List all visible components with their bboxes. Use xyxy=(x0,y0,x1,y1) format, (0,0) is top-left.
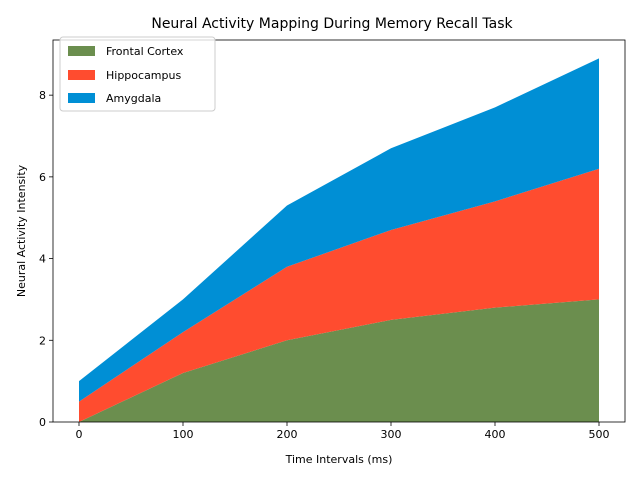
x-tick-label: 100 xyxy=(173,428,194,441)
x-tick-label: 0 xyxy=(76,428,83,441)
legend-frame xyxy=(59,36,216,112)
area-frontal-cortex xyxy=(79,299,599,422)
x-tick-label: 400 xyxy=(485,428,506,441)
y-tick-label: 2 xyxy=(39,334,46,347)
areas-layer xyxy=(79,58,599,422)
x-axis-label: Time Intervals (ms) xyxy=(285,453,393,466)
chart-title: Neural Activity Mapping During Memory Re… xyxy=(151,16,513,32)
legend-label: Amygdala xyxy=(106,92,161,105)
axes-layer xyxy=(52,39,626,423)
legend-label: Hippocampus xyxy=(106,69,181,82)
y-tick-label: 0 xyxy=(39,416,46,429)
legend-swatch xyxy=(68,93,95,103)
x-axis-ticks: 0 100 200 300 400 500 xyxy=(76,422,610,441)
y-tick-label: 6 xyxy=(39,171,46,184)
y-tick-label: 8 xyxy=(39,89,46,102)
x-tick-label: 500 xyxy=(589,428,610,441)
legend-entry-amygdala: Amygdala xyxy=(68,92,161,105)
area-hippocampus xyxy=(79,168,599,422)
y-axis-ticks: 0 2 4 6 8 xyxy=(39,89,53,429)
y-axis-label: Neural Activity Intensity xyxy=(15,164,28,297)
legend-entry-hippocampus: Hippocampus xyxy=(68,69,181,82)
legend: Frontal Cortex Hippocampus Amygdala xyxy=(59,36,216,112)
plot-frame xyxy=(52,39,626,423)
x-tick-label: 200 xyxy=(277,428,298,441)
x-tick-label: 300 xyxy=(381,428,402,441)
legend-entry-frontal-cortex: Frontal Cortex xyxy=(68,45,184,58)
y-tick-label: 4 xyxy=(39,253,46,266)
area-amygdala xyxy=(79,58,599,402)
legend-swatch xyxy=(68,46,95,56)
legend-swatch xyxy=(68,70,95,80)
legend-label: Frontal Cortex xyxy=(106,45,184,58)
